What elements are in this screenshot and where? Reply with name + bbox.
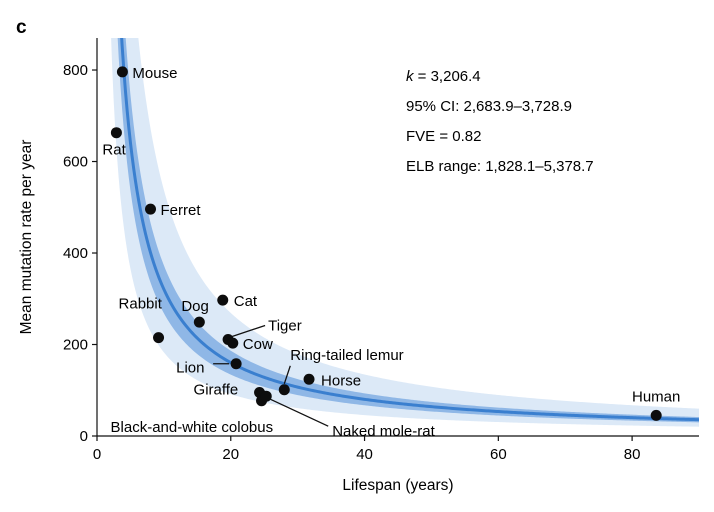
point-label: Human (632, 388, 680, 405)
data-point (650, 409, 662, 421)
y-tick-label: 600 (63, 154, 88, 171)
x-tick-label: 0 (93, 446, 101, 463)
point-label: Horse (321, 372, 361, 389)
point-label: Rat (102, 142, 126, 159)
y-tick-label: 0 (80, 428, 88, 445)
x-tick-label: 40 (356, 446, 373, 463)
data-point (217, 294, 229, 306)
y-tick-label: 200 (63, 337, 88, 354)
leader-line (269, 398, 329, 427)
fit-curve-group (120, 38, 699, 422)
leader-line (283, 365, 291, 385)
point-label: Rabbit (119, 296, 163, 313)
y-tick-label: 400 (63, 245, 88, 262)
x-tick-label: 80 (624, 446, 641, 463)
data-point (153, 332, 165, 344)
data-point (260, 390, 272, 402)
point-label: Giraffe (194, 382, 239, 399)
axes: 0 200 400 600 800 0 20 40 60 80 (63, 38, 699, 463)
point-label: Cow (243, 336, 273, 353)
data-point (145, 203, 157, 215)
panel-label: c (16, 17, 27, 38)
data-points (110, 66, 662, 421)
data-point (303, 373, 315, 385)
point-label: Lion (176, 360, 204, 377)
point-label: Black-and-white colobus (111, 419, 274, 436)
fit-stat-line: FVE = 0.82 (406, 128, 481, 145)
y-axis-label: Mean mutation rate per year (18, 140, 35, 335)
y-tick-label: 800 (63, 62, 88, 79)
data-point (230, 358, 242, 370)
data-point (193, 316, 205, 328)
point-labels: Mouse Rat Ferret Dog Cat Rabbit Tiger Cow Lion Ri… (102, 65, 680, 440)
point-label: Mouse (132, 65, 177, 82)
fit-curve (120, 38, 699, 422)
point-label: Ferret (161, 202, 202, 219)
leader-line (231, 324, 266, 338)
point-label: Tiger (268, 317, 302, 334)
x-axis-label: Lifespan (years) (342, 477, 453, 494)
x-tick-label: 20 (222, 446, 239, 463)
data-point (278, 384, 290, 396)
fit-stat-line: ELB range: 1,828.1–5,378.7 (406, 158, 594, 175)
point-label: Ring-tailed lemur (290, 347, 403, 364)
point-label: Cat (234, 293, 258, 310)
point-label: Naked mole-rat (332, 423, 435, 440)
point-label: Dog (181, 298, 209, 315)
fit-stat-line: k = 3,206.4 (406, 68, 481, 85)
data-point (110, 127, 122, 139)
fit-statistics: k = 3,206.4 95% CI: 2,683.9–3,728.9 FVE = … (406, 68, 594, 175)
x-tick-label: 60 (490, 446, 507, 463)
fit-stat-line: 95% CI: 2,683.9–3,728.9 (406, 98, 572, 115)
data-point (227, 337, 239, 349)
data-point (116, 66, 128, 78)
